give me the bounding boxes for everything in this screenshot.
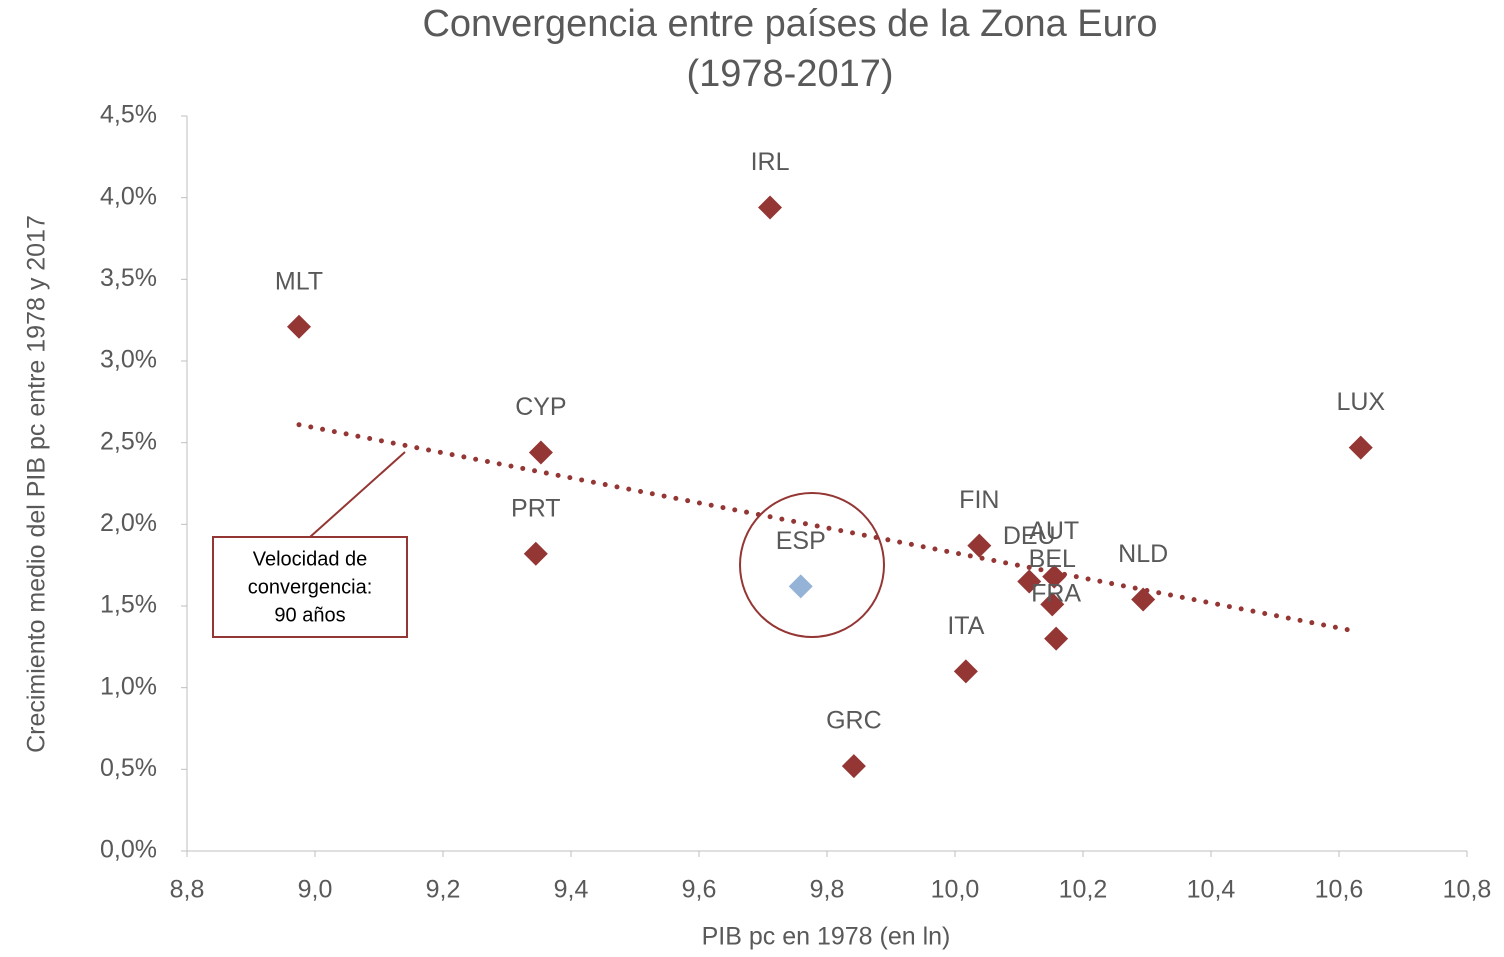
chart-subtitle: (1978-2017) bbox=[686, 53, 893, 95]
y-tick-label: 1,5% bbox=[100, 591, 157, 619]
point bbox=[841, 754, 866, 779]
point-label: BEL bbox=[1029, 545, 1076, 573]
y-tick-label: 0,0% bbox=[100, 836, 157, 864]
x-tick-label: 10,8 bbox=[1443, 876, 1492, 904]
x-axis-label: PIB pc en 1978 (en ln) bbox=[702, 923, 951, 951]
point-label: ESP bbox=[776, 527, 826, 555]
point bbox=[523, 541, 548, 566]
point-label: NLD bbox=[1118, 540, 1168, 568]
point-label: PRT bbox=[511, 494, 561, 522]
x-tick-label: 9,8 bbox=[810, 876, 845, 904]
point-label: AUT bbox=[1029, 517, 1079, 545]
point-label: LUX bbox=[1336, 388, 1385, 416]
annotation-text: convergencia: bbox=[248, 576, 373, 598]
highlight-circle bbox=[739, 492, 885, 638]
point bbox=[953, 659, 978, 684]
point-label: FIN bbox=[959, 486, 999, 514]
point-label: GRC bbox=[826, 707, 882, 735]
x-tick-label: 10,0 bbox=[931, 876, 980, 904]
y-tick-label: 4,0% bbox=[100, 182, 157, 210]
point-label: CYP bbox=[515, 393, 566, 421]
x-tick-label: 10,2 bbox=[1059, 876, 1108, 904]
point-label: DEU bbox=[1003, 522, 1056, 550]
x-tick-label: 9,2 bbox=[426, 876, 461, 904]
callout-line bbox=[309, 451, 406, 538]
point bbox=[528, 440, 553, 465]
y-tick-label: 1,0% bbox=[100, 672, 157, 700]
x-tick-label: 9,4 bbox=[554, 876, 589, 904]
y-tick-label: 0,5% bbox=[100, 754, 157, 782]
annotation-text: 90 años bbox=[274, 604, 345, 626]
annotation-text: Velocidad de bbox=[253, 548, 368, 570]
point bbox=[967, 533, 992, 558]
point bbox=[758, 195, 783, 220]
y-tick-label: 2,5% bbox=[100, 427, 157, 455]
point bbox=[1042, 564, 1067, 589]
point bbox=[1348, 435, 1373, 460]
point bbox=[1044, 626, 1069, 651]
point bbox=[1131, 587, 1156, 612]
point bbox=[1017, 569, 1042, 594]
x-tick-label: 9,0 bbox=[298, 876, 333, 904]
y-tick-label: 3,0% bbox=[100, 346, 157, 374]
x-tick-label: 9,6 bbox=[682, 876, 717, 904]
point bbox=[788, 574, 813, 599]
point-label: FRA bbox=[1031, 579, 1081, 607]
point bbox=[287, 314, 311, 339]
point-label: ITA bbox=[947, 612, 984, 640]
point bbox=[1040, 592, 1065, 617]
point-label: IRL bbox=[751, 148, 790, 176]
chart-title: Convergencia entre países de la Zona Eur… bbox=[422, 3, 1157, 45]
annotation-box bbox=[212, 536, 408, 638]
y-tick-label: 4,5% bbox=[100, 101, 157, 129]
x-tick-label: 10,4 bbox=[1187, 876, 1236, 904]
y-tick-label: 2,0% bbox=[100, 509, 157, 537]
y-axis-label: Crecimiento medio del PIB pc entre 1978 … bbox=[23, 215, 51, 753]
trendline bbox=[296, 422, 1355, 633]
point-label: MLT bbox=[275, 267, 323, 295]
y-tick-label: 3,5% bbox=[100, 264, 157, 292]
x-tick-label: 8,8 bbox=[170, 876, 205, 904]
x-tick-label: 10,6 bbox=[1315, 876, 1364, 904]
